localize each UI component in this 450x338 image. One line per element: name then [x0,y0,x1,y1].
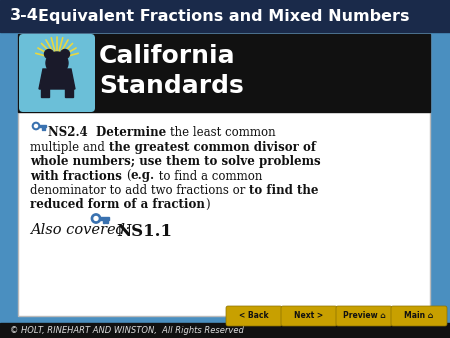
Circle shape [35,124,37,127]
Text: Also covered:: Also covered: [30,223,139,238]
Text: Next >: Next > [294,312,324,320]
Text: NS1.1: NS1.1 [116,223,172,241]
Circle shape [60,49,69,58]
Text: NS2.4: NS2.4 [48,126,96,139]
Text: reduced form of a fraction: reduced form of a fraction [30,198,205,212]
Text: Main ⌂: Main ⌂ [405,312,434,320]
Text: California: California [99,44,236,68]
Bar [41,127,43,129]
Text: ): ) [205,198,210,212]
Bar [0,0,450,32]
Bar [44,127,45,129]
FancyBboxPatch shape [281,306,337,326]
Text: with fractions: with fractions [30,169,126,183]
Circle shape [46,52,68,74]
FancyBboxPatch shape [19,34,95,112]
FancyBboxPatch shape [391,306,447,326]
Circle shape [91,214,101,223]
Text: (: ( [126,169,130,183]
Circle shape [45,49,54,58]
Bar [65,87,73,97]
Text: to find the: to find the [249,184,319,197]
Polygon shape [39,69,75,89]
Text: multiple and: multiple and [30,141,108,153]
Text: to find a common: to find a common [155,169,262,183]
Text: the greatest common divisor of: the greatest common divisor of [108,141,315,153]
Bar [18,34,430,112]
FancyBboxPatch shape [336,306,392,326]
Text: Preview ⌂: Preview ⌂ [342,312,385,320]
Text: the least common: the least common [171,126,276,139]
Text: © HOLT, RINEHART AND WINSTON,  All Rights Reserved: © HOLT, RINEHART AND WINSTON, All Rights… [10,326,244,335]
Circle shape [32,122,40,130]
Text: Standards: Standards [99,74,244,98]
FancyBboxPatch shape [226,306,282,326]
Bar [106,220,108,223]
Circle shape [94,217,98,220]
Bar [39,125,46,127]
Bar [18,34,430,316]
Text: Determine: Determine [96,126,171,139]
Text: Equivalent Fractions and Mixed Numbers: Equivalent Fractions and Mixed Numbers [38,8,410,24]
Text: whole numbers; use them to solve problems: whole numbers; use them to solve problem… [30,155,320,168]
Bar [41,87,49,97]
Bar [100,217,109,220]
Text: denominator to add two fractions or: denominator to add two fractions or [30,184,249,197]
Bar [0,323,450,338]
Text: 3-4: 3-4 [10,8,39,24]
Text: e.g.: e.g. [130,169,155,183]
Text: < Back: < Back [239,312,269,320]
Bar [103,220,105,223]
